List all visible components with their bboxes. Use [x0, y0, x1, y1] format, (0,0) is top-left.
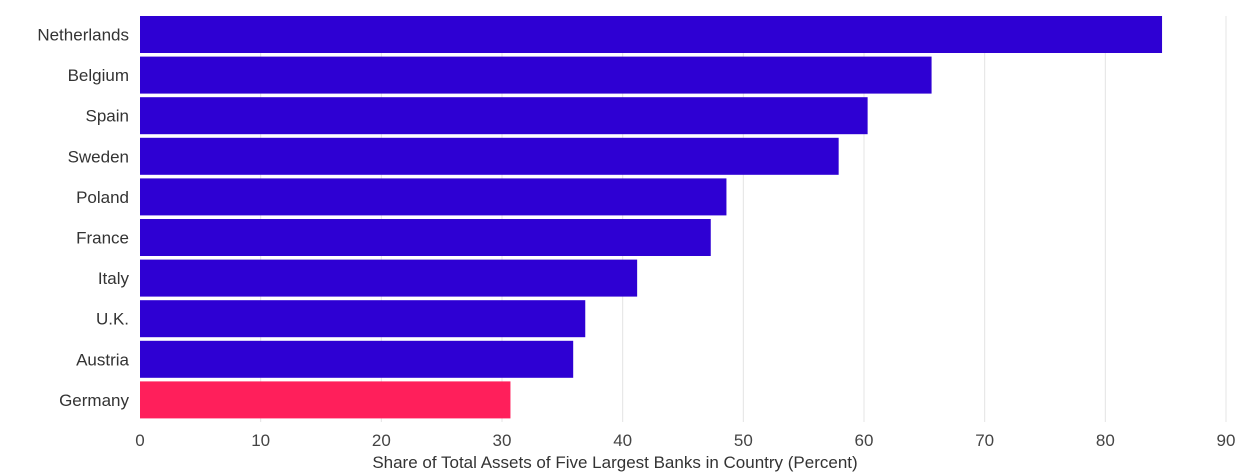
bar-spain	[140, 97, 868, 135]
category-label: Germany	[59, 391, 129, 410]
category-label: Poland	[76, 188, 129, 207]
bar-belgium	[140, 56, 932, 94]
bar-austria	[140, 340, 574, 378]
x-tick-label: 20	[372, 431, 391, 450]
x-tick-label: 30	[493, 431, 512, 450]
bar-poland	[140, 178, 727, 216]
x-tick-labels: 0 10 20 30 40 50 60 70 80 90	[135, 431, 1235, 450]
x-tick-label: 90	[1217, 431, 1236, 450]
category-label: Italy	[98, 269, 130, 288]
bars	[140, 16, 1163, 419]
x-tick-label: 80	[1096, 431, 1115, 450]
category-label: U.K.	[96, 310, 129, 329]
x-axis-title: Share of Total Assets of Five Largest Ba…	[372, 453, 857, 472]
x-tick-label: 10	[251, 431, 270, 450]
x-tick-label: 70	[975, 431, 994, 450]
bar-u-k	[140, 300, 586, 338]
x-tick-label: 0	[135, 431, 144, 450]
bar-germany	[140, 381, 511, 419]
category-label: France	[76, 229, 129, 248]
x-tick-label: 40	[613, 431, 632, 450]
category-label: Austria	[76, 350, 129, 369]
category-label: Spain	[86, 107, 129, 126]
x-tick-label: 50	[734, 431, 753, 450]
category-labels: Netherlands Belgium Spain Sweden Poland Franc…	[37, 26, 129, 410]
bar-italy	[140, 259, 638, 297]
category-label: Netherlands	[37, 26, 129, 45]
bar-sweden	[140, 137, 839, 175]
category-label: Belgium	[68, 66, 129, 85]
category-label: Sweden	[68, 147, 129, 166]
x-tick-label: 60	[855, 431, 874, 450]
bar-france	[140, 219, 711, 256]
bar-netherlands	[140, 16, 1163, 53]
